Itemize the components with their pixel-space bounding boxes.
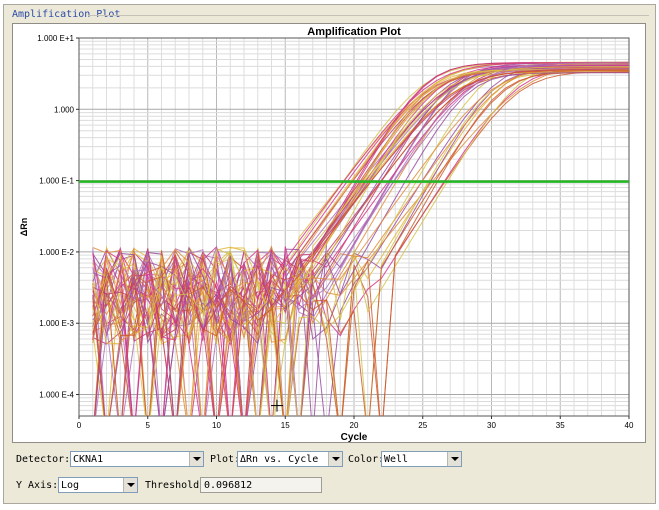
- yaxis-select[interactable]: Log: [58, 477, 138, 493]
- y-tick-label: 1.000: [54, 105, 75, 114]
- amplification-curve: [92, 64, 629, 416]
- yaxis-label: Y Axis:: [16, 480, 59, 491]
- x-tick-label: 20: [350, 421, 359, 430]
- y-axis-label: ΔRn: [19, 218, 29, 236]
- color-select[interactable]: Well: [381, 451, 462, 467]
- y-tick-label: 1.000 E-2: [39, 248, 74, 257]
- y-tick-label: 1.000 E-1: [39, 177, 74, 186]
- x-tick-label: 40: [625, 421, 634, 430]
- x-tick-label: 0: [77, 421, 82, 430]
- title-divider: [88, 15, 649, 16]
- amplification-curve: [92, 72, 629, 416]
- chart-frame: Amplification Plot 0 5 10 15 20 25 30 35 40 1.000 …: [12, 23, 646, 443]
- y-tick-label: 1.000 E+1: [37, 34, 74, 43]
- detector-value: CKNA1: [73, 454, 104, 465]
- x-tick-label: 30: [487, 421, 496, 430]
- detector-select[interactable]: CKNA1: [70, 451, 204, 467]
- yaxis-value: Log: [61, 480, 80, 491]
- amplification-curve: [92, 70, 629, 416]
- x-tick-label: 10: [212, 421, 221, 430]
- y-tick-label: 1.000 E-3: [39, 319, 74, 328]
- amplification-curve: [92, 66, 629, 416]
- amplification-curve: [94, 68, 629, 416]
- chevron-down-icon[interactable]: [123, 478, 137, 492]
- amplification-curve: [92, 65, 629, 416]
- color-label: Color:: [348, 454, 385, 465]
- amplification-curve: [92, 62, 629, 416]
- amplification-curve: [92, 62, 629, 416]
- chevron-down-icon[interactable]: [447, 452, 461, 466]
- chart-title: Amplification Plot: [307, 26, 401, 38]
- amplification-curve: [92, 62, 629, 337]
- threshold-value: 0.096812: [204, 480, 253, 491]
- amplification-plot-window: Amplification Plot Amplification Plot 0 5 1…: [3, 4, 656, 504]
- y-tick-label: 1.000 E-4: [39, 391, 74, 400]
- threshold-field[interactable]: 0.096812: [200, 477, 322, 493]
- chevron-down-icon[interactable]: [328, 452, 342, 466]
- amplification-curve: [92, 71, 629, 416]
- plot-value: ΔRn vs. Cycle: [240, 454, 319, 465]
- threshold-label: Threshold:: [145, 480, 206, 491]
- x-tick-label: 15: [281, 421, 290, 430]
- x-tick-label: 5: [146, 421, 151, 430]
- detector-label: Detector:: [16, 454, 71, 465]
- plot-select[interactable]: ΔRn vs. Cycle: [237, 451, 343, 467]
- window-title: Amplification Plot: [12, 9, 121, 20]
- x-tick-label: 35: [556, 421, 565, 430]
- x-tick-label: 25: [418, 421, 427, 430]
- chevron-down-icon[interactable]: [189, 452, 203, 466]
- x-axis-label: Cycle: [341, 432, 368, 442]
- plot-label: Plot:: [210, 454, 241, 465]
- color-value: Well: [384, 454, 409, 465]
- amplification-chart: Amplification Plot 0 5 10 15 20 25 30 35 40 1.000 …: [19, 26, 634, 442]
